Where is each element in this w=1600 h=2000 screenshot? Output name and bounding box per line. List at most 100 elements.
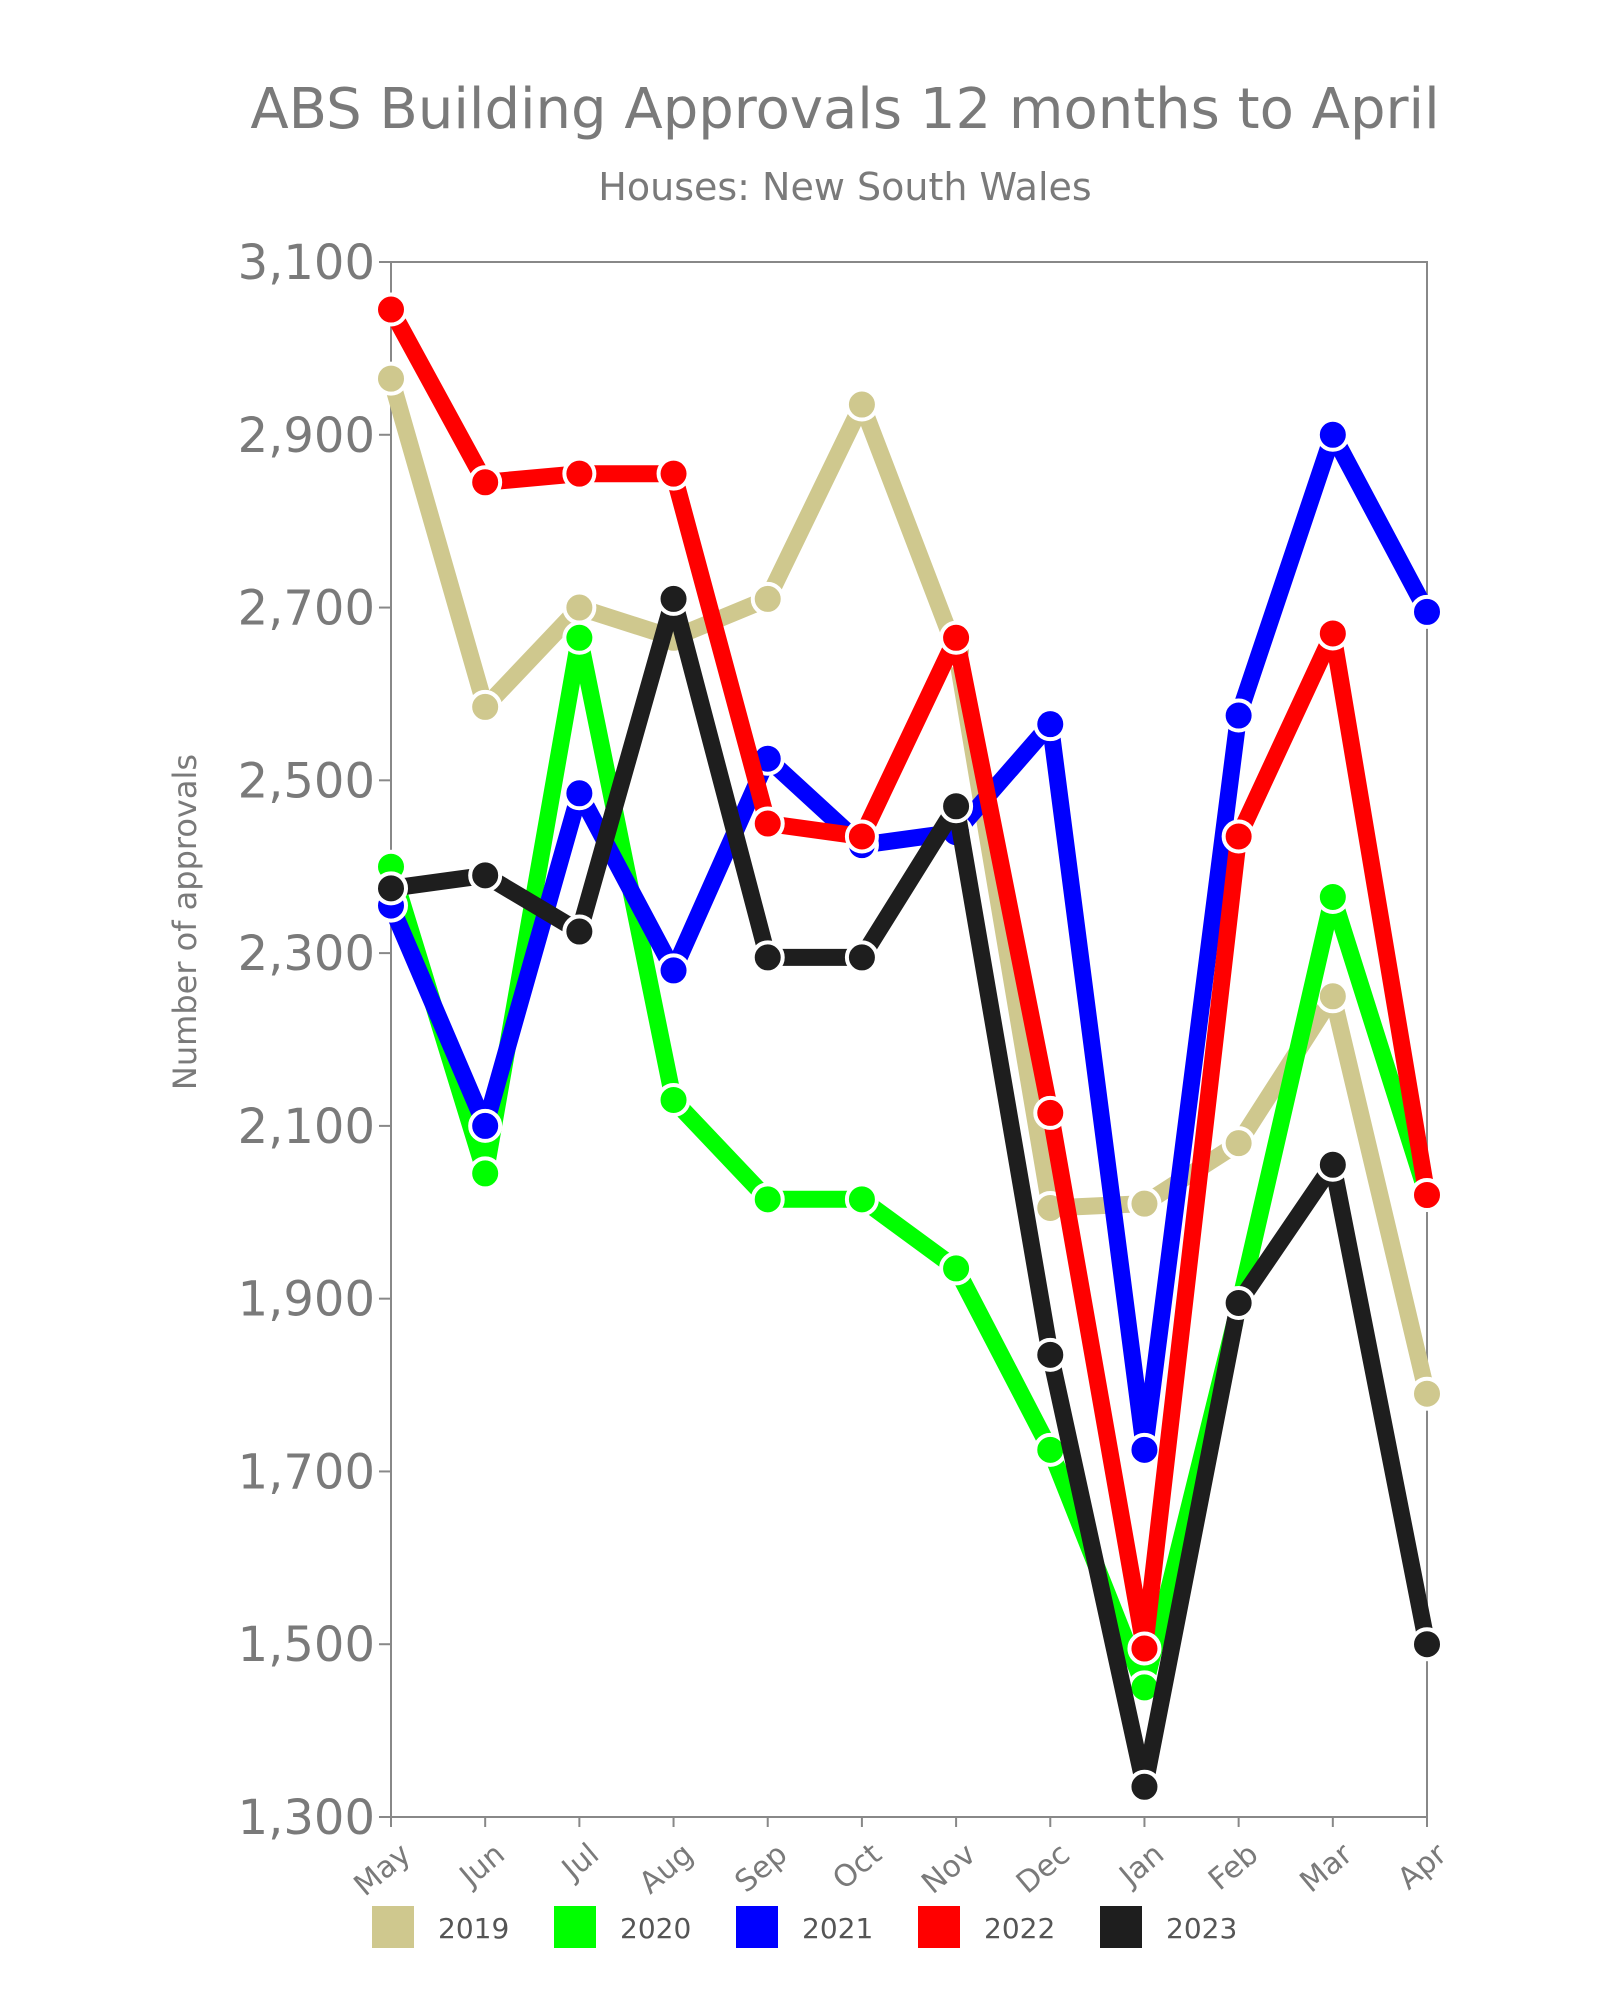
data-point-2023 xyxy=(1410,1627,1444,1662)
series-line-2019 xyxy=(382,370,1436,1403)
data-point-2019 xyxy=(1410,1376,1444,1411)
x-tick-label: Sep xyxy=(728,1837,794,1900)
x-axis: May Jun Jul Aug Sep Oct Nov Dec Jan Feb Mar Apr xyxy=(348,1817,1454,1904)
y-tick-label: 1,700 xyxy=(238,1444,375,1500)
y-tick-label: 2,300 xyxy=(238,926,375,982)
data-point-2021 xyxy=(1127,1432,1162,1467)
data-point-2019 xyxy=(844,387,879,422)
data-point-2020 xyxy=(939,1251,974,1286)
legend: 2019 2020 2021 2022 2023 xyxy=(372,1906,1237,1948)
data-point-2021 xyxy=(1221,698,1256,733)
x-tick-label: Dec xyxy=(1010,1837,1077,1901)
x-tick-label: Apr xyxy=(1391,1836,1454,1897)
y-tick-label: 1,900 xyxy=(238,1272,375,1328)
data-point-2019 xyxy=(1315,979,1350,1014)
x-tick-label: Feb xyxy=(1202,1837,1265,1898)
data-point-2023 xyxy=(1221,1285,1256,1320)
data-point-2023 xyxy=(1127,1769,1162,1804)
data-point-2019 xyxy=(468,689,503,724)
x-tick-label: Oct xyxy=(826,1837,888,1897)
data-point-2023 xyxy=(562,914,597,949)
y-axis-label: Number of approvals xyxy=(166,754,204,1090)
x-tick-label: Jan xyxy=(1112,1837,1171,1895)
data-point-2022 xyxy=(939,620,974,655)
legend-label: 2022 xyxy=(984,1912,1055,1945)
data-point-2020 xyxy=(1315,879,1350,914)
x-tick-label: Jul xyxy=(554,1837,606,1888)
data-point-2022 xyxy=(844,819,879,854)
legend-item-2019: 2019 xyxy=(372,1906,509,1948)
y-tick-label: 2,500 xyxy=(238,753,375,809)
y-axis: 1,300 1,500 1,700 1,900 2,100 2,300 2,500 2,700… xyxy=(238,235,391,1846)
legend-label: 2021 xyxy=(802,1912,873,1945)
data-point-2021 xyxy=(1315,417,1350,452)
legend-swatch xyxy=(918,1906,960,1948)
data-point-2021 xyxy=(1033,707,1068,742)
series-line-2023 xyxy=(382,590,1436,1796)
legend-label: 2023 xyxy=(1166,1912,1237,1945)
data-point-2021 xyxy=(562,776,597,811)
data-point-2023 xyxy=(750,940,785,975)
x-tick-label: Aug xyxy=(633,1837,700,1901)
data-point-2022 xyxy=(1033,1095,1068,1130)
data-point-2021 xyxy=(656,953,691,988)
data-point-2022 xyxy=(468,465,503,500)
data-point-2022 xyxy=(750,806,785,841)
legend-item-2021: 2021 xyxy=(736,1906,873,1948)
data-point-2022 xyxy=(562,456,597,491)
x-tick-label: Nov xyxy=(915,1837,982,1901)
data-point-2019 xyxy=(1221,1126,1256,1161)
data-point-2022 xyxy=(374,292,408,327)
series-line-2021 xyxy=(382,426,1436,1459)
data-point-2020 xyxy=(656,1082,691,1117)
series-line-2020 xyxy=(382,629,1436,1696)
data-point-2021 xyxy=(1410,594,1444,629)
chart-title: ABS Building Approvals 12 months to Apri… xyxy=(250,77,1439,142)
data-point-2023 xyxy=(374,871,408,906)
data-point-2020 xyxy=(844,1182,879,1217)
data-point-2019 xyxy=(1127,1186,1162,1221)
series-layer xyxy=(374,292,1444,1804)
legend-label: 2019 xyxy=(438,1912,509,1945)
y-tick-label: 2,900 xyxy=(238,408,375,464)
y-tick-label: 2,100 xyxy=(238,1099,375,1155)
data-point-2022 xyxy=(1410,1178,1444,1212)
x-tick-label: May xyxy=(348,1837,418,1904)
series-2023 xyxy=(374,581,1444,1804)
plot-area xyxy=(390,261,1428,1818)
data-point-2019 xyxy=(750,581,785,616)
legend-item-2020: 2020 xyxy=(554,1906,691,1948)
data-point-2023 xyxy=(468,858,503,893)
data-point-2022 xyxy=(1221,819,1256,854)
y-tick-label: 3,100 xyxy=(238,235,375,291)
chart-subtitle: Houses: New South Wales xyxy=(598,165,1091,209)
data-point-2020 xyxy=(562,620,597,655)
legend-swatch xyxy=(372,1906,414,1948)
data-point-2021 xyxy=(468,1108,503,1143)
y-tick-label: 2,700 xyxy=(238,581,375,637)
data-point-2022 xyxy=(656,456,691,491)
data-point-2023 xyxy=(844,940,879,975)
data-point-2023 xyxy=(1315,1147,1350,1182)
data-point-2020 xyxy=(750,1182,785,1217)
series-2022 xyxy=(374,292,1444,1666)
data-point-2022 xyxy=(1127,1631,1162,1666)
data-point-2019 xyxy=(562,590,597,625)
data-point-2019 xyxy=(374,361,408,396)
y-tick-label: 1,300 xyxy=(238,1790,375,1846)
legend-label: 2020 xyxy=(620,1912,691,1945)
data-point-2023 xyxy=(656,581,691,616)
legend-swatch xyxy=(736,1906,778,1948)
x-tick-label: Jun xyxy=(452,1837,512,1895)
x-tick-label: Mar xyxy=(1294,1836,1360,1900)
legend-swatch xyxy=(554,1906,596,1948)
y-tick-label: 1,500 xyxy=(238,1617,375,1673)
legend-swatch xyxy=(1100,1906,1142,1948)
data-point-2022 xyxy=(1315,616,1350,651)
legend-item-2023: 2023 xyxy=(1100,1906,1237,1948)
data-point-2023 xyxy=(939,789,974,824)
data-point-2023 xyxy=(1033,1337,1068,1372)
legend-item-2022: 2022 xyxy=(918,1906,1055,1948)
data-point-2020 xyxy=(468,1156,503,1191)
